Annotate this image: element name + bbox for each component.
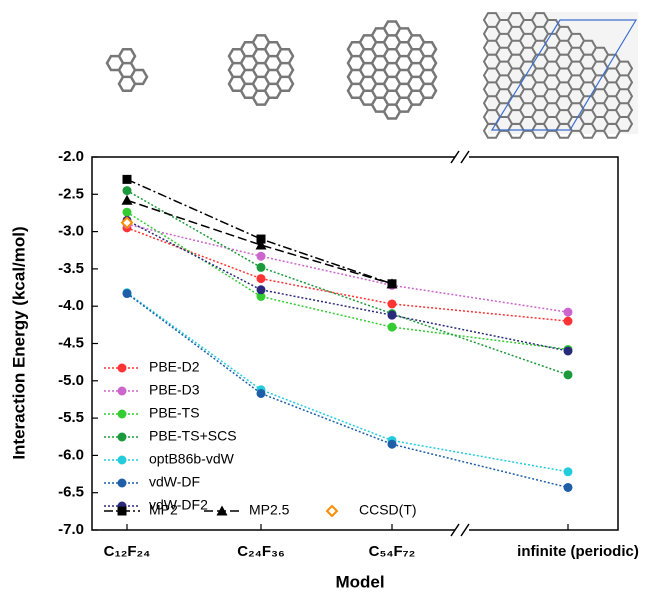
legend-item: optB86b-vdW xyxy=(104,451,235,467)
legend-label: PBE-TS+SCS xyxy=(149,428,237,444)
molecule xyxy=(227,34,295,106)
legend-item: MP2.5 xyxy=(204,502,290,518)
molecule xyxy=(346,20,438,120)
marker xyxy=(117,363,127,373)
marker xyxy=(387,299,397,309)
marker xyxy=(256,285,266,295)
series-line xyxy=(126,211,569,351)
series-line xyxy=(126,219,569,352)
x-tick-label: infinite (periodic) xyxy=(517,543,639,560)
y-tick-label: -4.0 xyxy=(58,297,84,314)
molecule-images xyxy=(105,12,638,139)
legend-label: MP2.5 xyxy=(249,502,290,518)
y-tick-label: -6.5 xyxy=(58,484,84,501)
unit-cell xyxy=(490,19,638,131)
marker xyxy=(563,307,573,317)
y-tick-label: -4.5 xyxy=(58,334,84,351)
marker xyxy=(117,455,127,465)
marker xyxy=(256,292,266,302)
legend-label: optB86b-vdW xyxy=(149,451,235,467)
marker xyxy=(563,467,573,477)
marker xyxy=(386,278,398,289)
marker xyxy=(117,409,127,419)
series-line xyxy=(126,227,569,322)
marker xyxy=(117,478,127,488)
marker xyxy=(117,432,127,442)
marker xyxy=(387,310,397,320)
marker xyxy=(387,322,397,332)
legend-item: PBE-D3 xyxy=(104,382,200,398)
marker xyxy=(216,505,228,516)
marker xyxy=(255,239,267,250)
marker xyxy=(563,370,573,380)
series-line xyxy=(126,292,569,489)
series-line xyxy=(126,178,393,285)
marker xyxy=(256,274,266,284)
marker xyxy=(117,506,127,516)
marker xyxy=(256,388,266,398)
legend-label: vdW-DF xyxy=(149,474,200,490)
y-tick-label: -5.0 xyxy=(58,372,84,389)
series-line xyxy=(126,189,569,376)
y-tick-label: -7.0 xyxy=(58,521,84,538)
marker xyxy=(563,482,573,492)
legend-item: MP2 xyxy=(104,502,178,518)
marker xyxy=(117,386,127,396)
legend-item: vdW-DF xyxy=(104,474,200,490)
marker xyxy=(120,216,134,230)
legend-label: PBE-D3 xyxy=(149,382,200,398)
marker xyxy=(563,316,573,326)
legend-item: PBE-D2 xyxy=(104,359,200,375)
legend-item: PBE-TS+SCS xyxy=(104,428,237,444)
molecule xyxy=(105,47,149,93)
y-tick-label: -3.5 xyxy=(58,260,84,277)
marker xyxy=(122,207,132,217)
y-tick-label: -3.0 xyxy=(58,223,84,240)
marker xyxy=(256,234,266,244)
legend-item: PBE-TS xyxy=(104,405,200,421)
x-tick-label: C₁₂F₂₄ xyxy=(104,543,151,560)
x-tick-label: C₂₄F₃₆ xyxy=(237,543,285,560)
marker xyxy=(563,346,573,356)
periodic-lattice xyxy=(482,12,634,139)
marker xyxy=(387,439,397,449)
marker xyxy=(325,504,339,518)
x-tick-label: C₅₄F₇₂ xyxy=(369,543,416,560)
y-tick-label: -5.5 xyxy=(58,409,84,426)
legend-label: CCSD(T) xyxy=(359,502,417,518)
marker xyxy=(256,251,266,261)
legend-label: PBE-D2 xyxy=(149,359,200,375)
legend-label: MP2 xyxy=(149,502,178,518)
y-tick-label: -6.0 xyxy=(58,446,84,463)
legend-label: PBE-TS xyxy=(149,405,200,421)
legend-label: vdW-DF2 xyxy=(149,497,208,513)
marker xyxy=(122,289,132,299)
marker xyxy=(256,262,266,272)
series-line xyxy=(126,199,393,285)
periodic-bg xyxy=(488,12,638,134)
x-axis-label: Model xyxy=(335,572,384,591)
legend-item: CCSD(T) xyxy=(325,502,417,518)
y-tick-label: -2.5 xyxy=(58,185,84,202)
series-line xyxy=(126,223,569,313)
y-axis-label: Interaction Energy (kcal/mol) xyxy=(9,226,28,459)
y-tick-label: -2.0 xyxy=(58,148,84,165)
marker xyxy=(121,194,133,205)
marker xyxy=(122,186,132,196)
axis-break xyxy=(450,150,470,537)
marker xyxy=(122,174,132,184)
